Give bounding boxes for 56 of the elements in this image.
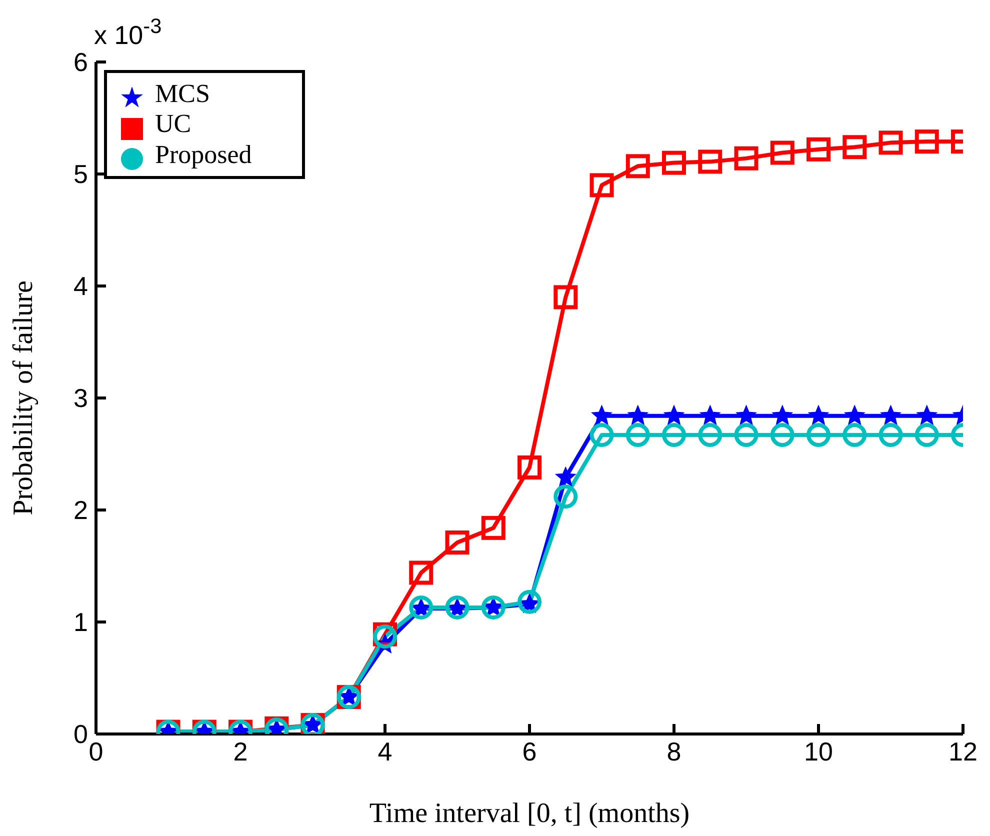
point [770, 422, 794, 447]
x-tick-label: 12 [948, 736, 978, 766]
point [734, 146, 758, 170]
point [806, 422, 830, 447]
point [842, 422, 867, 447]
point [844, 405, 865, 425]
point [626, 154, 650, 178]
y-tick-label: 1 [74, 607, 88, 638]
point [772, 405, 792, 425]
y-tick-label: 5 [74, 159, 88, 190]
point [592, 405, 612, 425]
point [554, 484, 578, 509]
point [481, 516, 506, 540]
point [409, 560, 434, 585]
point [698, 150, 722, 174]
point [698, 422, 722, 447]
x-axis-title: Time interval [0, t] (months) [369, 798, 690, 829]
legend-label: MCS [155, 79, 210, 108]
point [445, 530, 470, 554]
legend-label: UC [155, 109, 192, 138]
y-tick-label: 6 [74, 47, 88, 78]
point [556, 467, 576, 486]
point [664, 405, 684, 425]
point [628, 405, 648, 425]
x-tick-label: 8 [666, 736, 682, 766]
point [626, 422, 650, 447]
y-tick-label: 3 [74, 383, 88, 414]
point [842, 135, 867, 160]
point [590, 422, 614, 447]
point [880, 405, 901, 425]
point [518, 590, 542, 614]
point [878, 422, 903, 447]
y-tick-label: 4 [74, 271, 88, 302]
legend-label: Proposed [155, 140, 252, 169]
x-tick-label: 10 [804, 736, 833, 766]
y-tick-label: 2 [74, 495, 88, 526]
point [662, 150, 686, 175]
point [914, 422, 939, 447]
point [734, 422, 758, 447]
x-tick-label: 2 [233, 736, 248, 766]
point [808, 405, 829, 425]
point [590, 173, 614, 198]
point [554, 285, 578, 310]
y-axis-title: Probability of failure [8, 280, 39, 516]
text: x 10$^{-3}$ [94, 14, 162, 50]
point [916, 405, 937, 425]
point [914, 130, 939, 154]
point [770, 140, 794, 165]
point [518, 455, 542, 480]
point [700, 405, 720, 425]
point [736, 405, 756, 425]
x-tick-label: 6 [522, 736, 537, 766]
point [806, 137, 830, 162]
point [878, 130, 903, 155]
x-tick-label: 4 [378, 736, 392, 766]
point [662, 422, 686, 447]
